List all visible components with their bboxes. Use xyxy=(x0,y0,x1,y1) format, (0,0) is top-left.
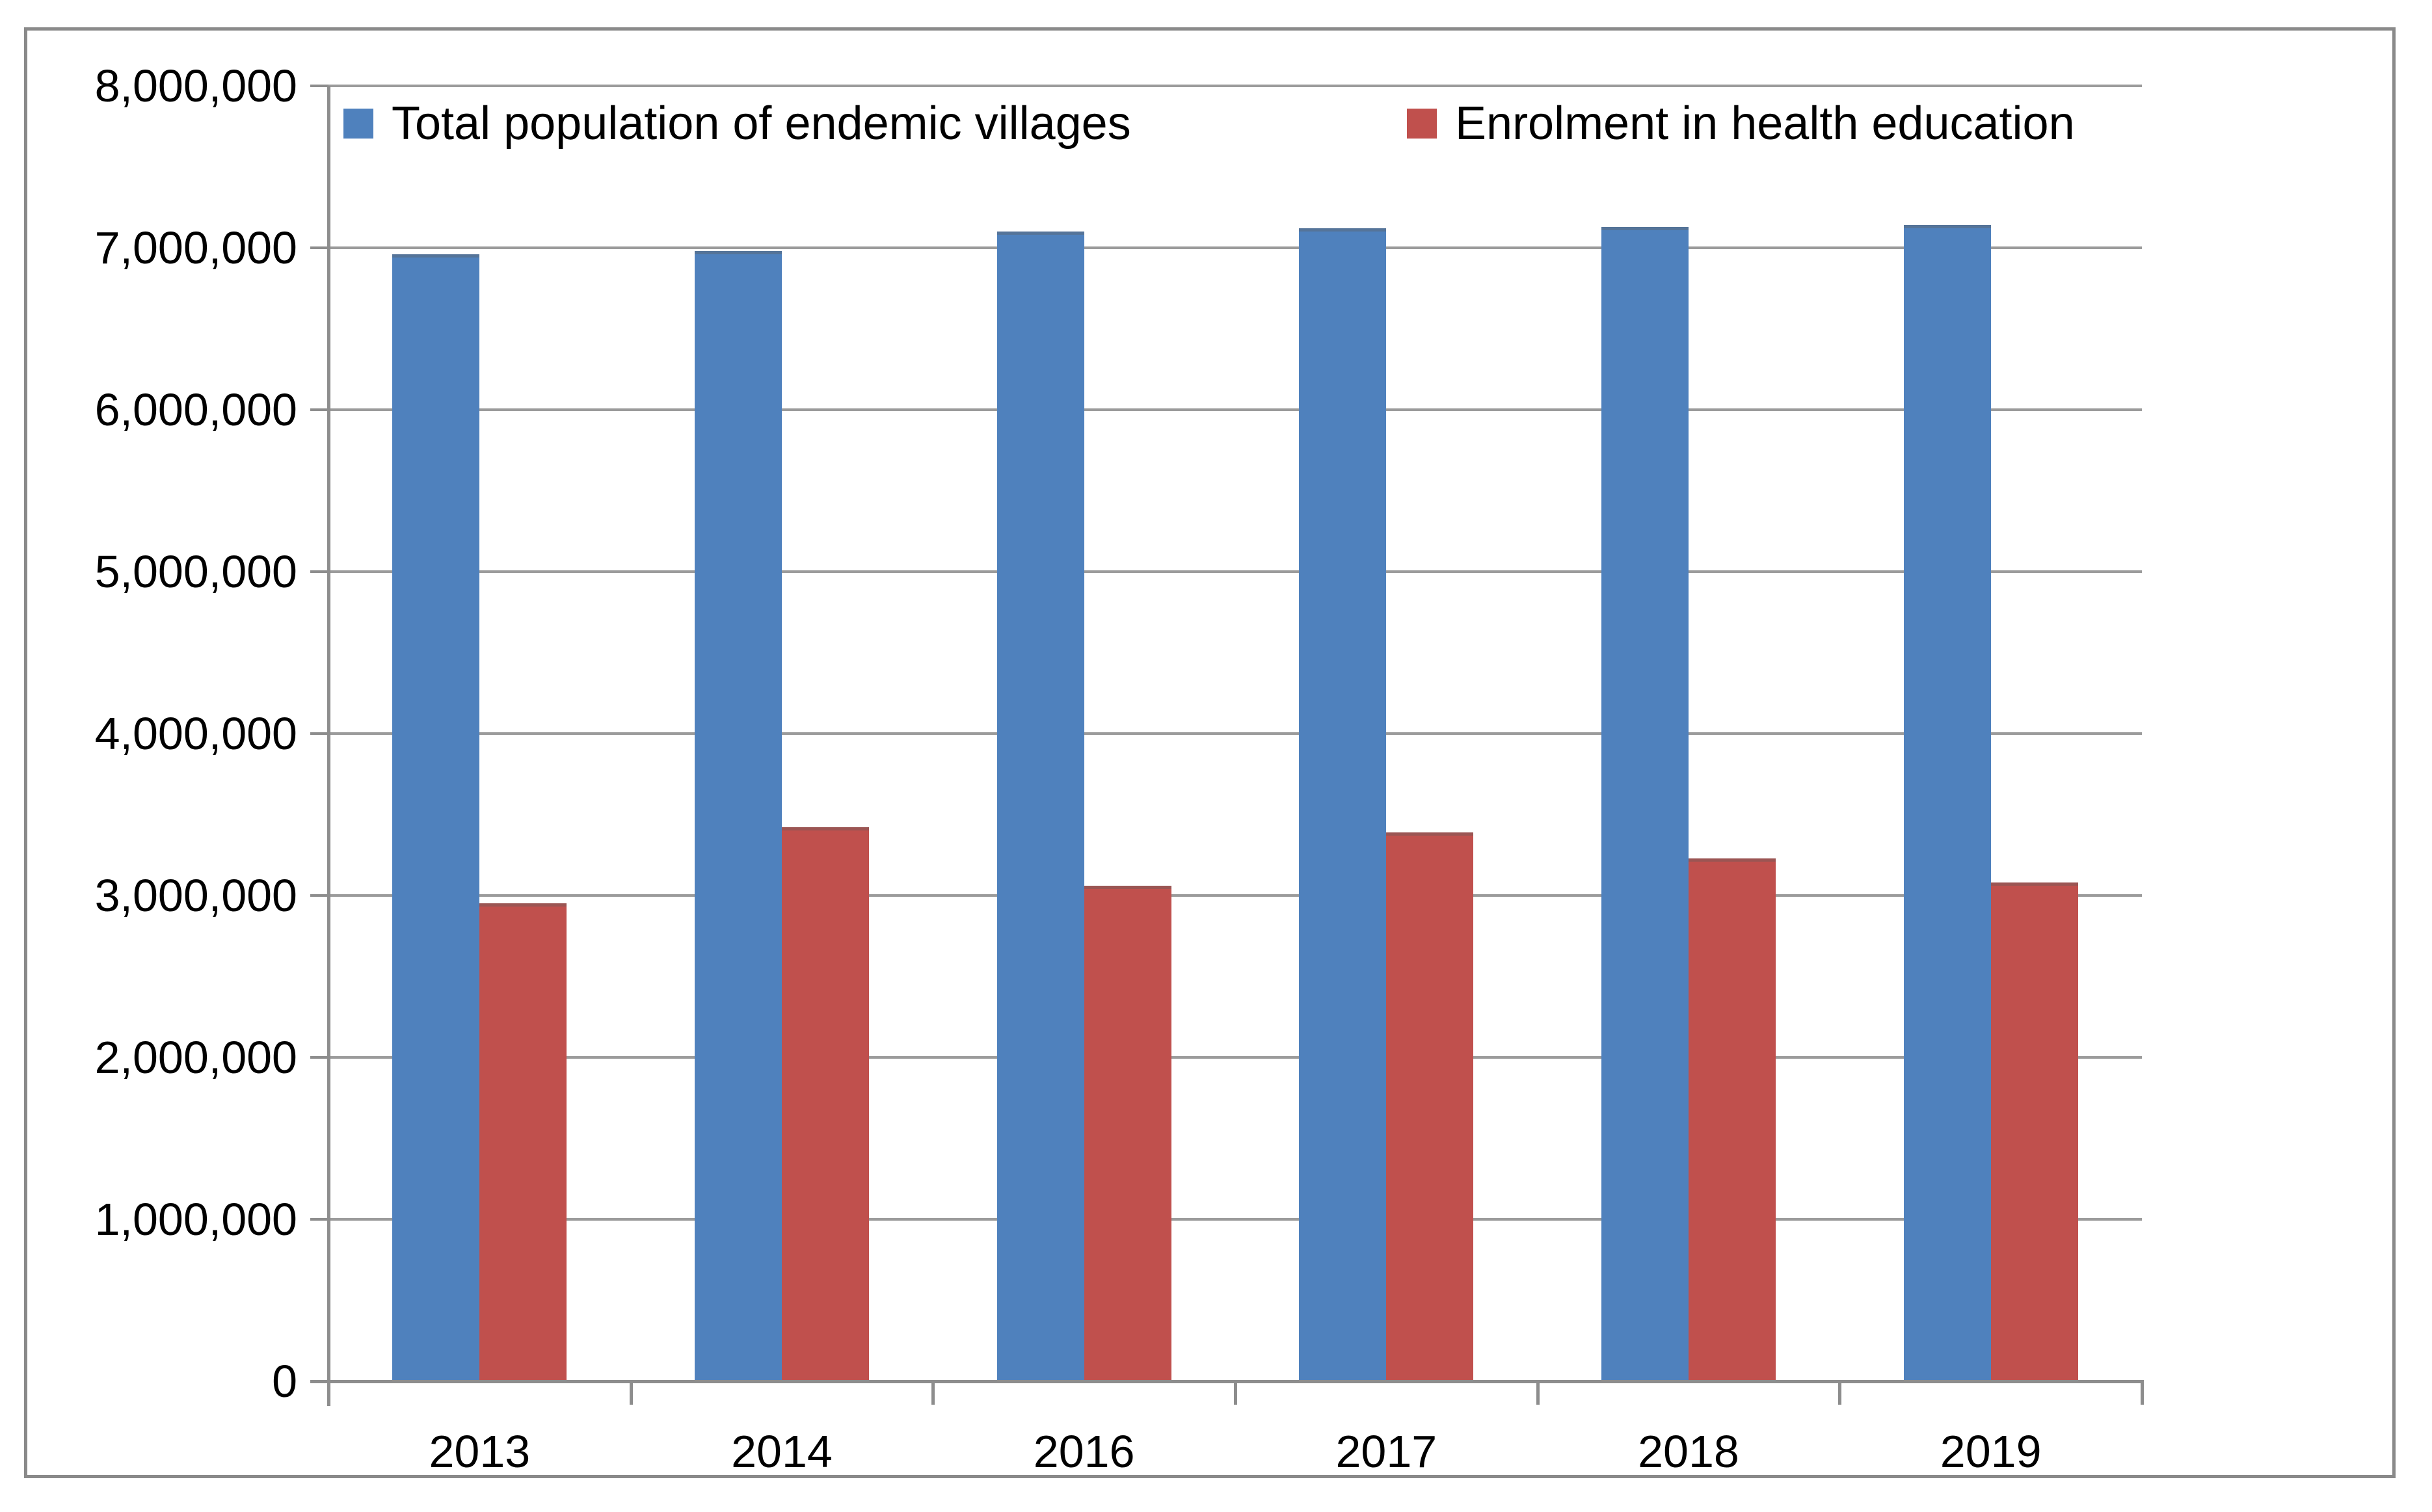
y-axis-label: 2,000,000 xyxy=(94,1032,297,1083)
y-tick-4000000 xyxy=(310,732,328,735)
gridline-8000000 xyxy=(328,85,2142,87)
y-tick-1000000 xyxy=(310,1218,328,1221)
bar-total-population-2014 xyxy=(695,250,782,1381)
bar-enrolment-2018 xyxy=(1689,858,1776,1381)
y-axis-label: 0 xyxy=(272,1356,297,1407)
y-axis-label: 5,000,000 xyxy=(94,546,297,597)
bar-total-population-2017 xyxy=(1299,228,1387,1381)
x-axis-line xyxy=(310,1380,2142,1383)
bar-enrolment-2016 xyxy=(1084,886,1171,1381)
bar-total-population-2016 xyxy=(996,232,1084,1381)
y-tick-7000000 xyxy=(310,246,328,249)
x-axis-tick xyxy=(2141,1380,2144,1405)
x-axis-label-2013: 2013 xyxy=(429,1426,531,1477)
legend-item-total-population: Total population of endemic villages xyxy=(343,98,1131,150)
bar-total-population-2019 xyxy=(1903,225,1991,1381)
y-axis-label: 3,000,000 xyxy=(94,870,297,921)
y-tick-8000000 xyxy=(310,85,328,87)
y-axis-label: 1,000,000 xyxy=(94,1194,297,1245)
bar-total-population-2018 xyxy=(1601,226,1689,1381)
y-tick-2000000 xyxy=(310,1056,328,1059)
x-axis-label-2017: 2017 xyxy=(1335,1426,1437,1477)
bar-total-population-2013 xyxy=(392,254,480,1381)
x-axis-label-2016: 2016 xyxy=(1033,1426,1135,1477)
bar-enrolment-2017 xyxy=(1386,832,1474,1381)
bar-enrolment-2013 xyxy=(479,903,567,1381)
gridline-7000000 xyxy=(328,246,2142,249)
gridline-5000000 xyxy=(328,570,2142,573)
y-tick-6000000 xyxy=(310,408,328,411)
y-tick-5000000 xyxy=(310,570,328,573)
x-axis-label-2018: 2018 xyxy=(1638,1426,1739,1477)
gridline-2000000 xyxy=(328,1056,2142,1059)
legend-swatch-total-population xyxy=(343,109,373,139)
y-axis-line xyxy=(327,86,330,1406)
y-tick-3000000 xyxy=(310,894,328,897)
gridline-6000000 xyxy=(328,408,2142,411)
legend-item-enrolment: Enrolment in health education xyxy=(1407,98,2075,150)
y-axis-label: 7,000,000 xyxy=(94,222,297,273)
y-axis-label: 4,000,000 xyxy=(94,708,297,759)
x-axis-label-2014: 2014 xyxy=(731,1426,833,1477)
gridline-4000000 xyxy=(328,732,2142,735)
y-axis-label: 8,000,000 xyxy=(94,60,297,111)
gridline-3000000 xyxy=(328,894,2142,897)
x-axis-label-2019: 2019 xyxy=(1940,1426,2042,1477)
x-axis-tick xyxy=(327,1380,330,1405)
x-axis-tick xyxy=(629,1380,633,1405)
legend-label-enrolment: Enrolment in health education xyxy=(1455,98,2075,150)
x-axis-tick xyxy=(1838,1380,1842,1405)
y-axis-label: 6,000,000 xyxy=(94,384,297,435)
x-axis-tick xyxy=(931,1380,935,1405)
x-axis-tick xyxy=(1536,1380,1540,1405)
legend-swatch-enrolment xyxy=(1407,109,1437,139)
bar-enrolment-2019 xyxy=(1990,882,2078,1381)
legend-label-total-population: Total population of endemic villages xyxy=(392,98,1131,150)
bar-enrolment-2014 xyxy=(782,827,869,1381)
x-axis-tick xyxy=(1234,1380,1237,1405)
gridline-1000000 xyxy=(328,1218,2142,1221)
